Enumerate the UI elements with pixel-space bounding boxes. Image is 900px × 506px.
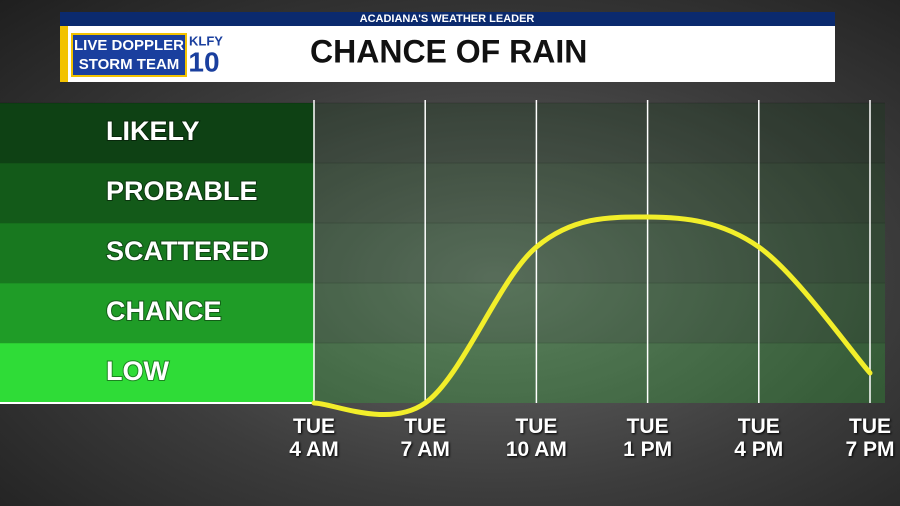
y-tick-label: LIKELY bbox=[106, 116, 200, 146]
y-tick-label: CHANCE bbox=[106, 296, 222, 326]
band bbox=[0, 223, 314, 283]
logo-text: 10 bbox=[188, 46, 219, 77]
plot-band bbox=[314, 163, 885, 223]
y-tick-label: LOW bbox=[106, 356, 169, 386]
rain-line bbox=[311, 214, 873, 418]
band bbox=[0, 283, 314, 343]
x-tick-label: TUE 10 AM bbox=[505, 415, 567, 461]
chart-title: CHANCE OF RAIN bbox=[310, 33, 587, 69]
logo-box bbox=[71, 33, 187, 77]
plot-band bbox=[314, 223, 885, 283]
y-tick-label: SCATTERED bbox=[106, 236, 269, 266]
y-tick-label: PROBABLE bbox=[106, 176, 258, 206]
plot-band bbox=[314, 283, 885, 343]
x-tick-label: TUE 7 PM bbox=[845, 415, 895, 461]
tagline-bar bbox=[60, 12, 835, 26]
logo-text: LIVE DOPPLER bbox=[74, 37, 184, 54]
logo-text: STORM TEAM bbox=[79, 56, 180, 73]
band bbox=[0, 163, 314, 223]
band bbox=[0, 103, 314, 163]
x-tick-label: TUE 7 AM bbox=[400, 415, 450, 461]
plot-band bbox=[314, 343, 885, 403]
tagline: ACADIANA'S WEATHER LEADER bbox=[360, 13, 535, 25]
x-tick-label: TUE 4 PM bbox=[734, 415, 784, 461]
title-banner bbox=[60, 26, 835, 82]
x-tick-label: TUE 1 PM bbox=[623, 415, 673, 461]
banner-accent bbox=[60, 26, 68, 82]
plot-band bbox=[314, 103, 885, 163]
logo-text: KLFY bbox=[189, 33, 223, 48]
band bbox=[0, 343, 314, 403]
x-tick-label: TUE 4 AM bbox=[289, 415, 339, 461]
